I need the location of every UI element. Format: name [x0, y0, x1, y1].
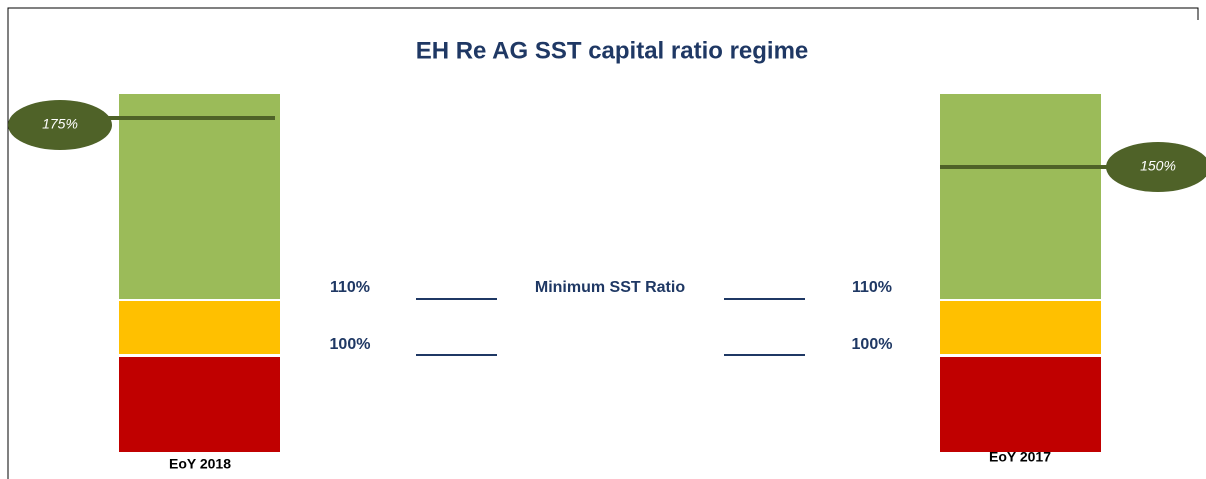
title: EH Re AG SST capital ratio regime	[416, 37, 809, 64]
red-zone	[940, 357, 1101, 452]
yellow-zone	[940, 301, 1101, 354]
threshold-label: 110%	[852, 279, 892, 296]
threshold-label: 100%	[330, 336, 371, 353]
bar-right: 150% EoY 2017	[940, 94, 1206, 465]
green-zone	[940, 94, 1101, 299]
yellow-zone	[119, 301, 280, 354]
red-zone	[119, 357, 280, 452]
green-zone	[119, 94, 280, 299]
thresholds: 110% Minimum SST Ratio 110% 100% 100%	[330, 279, 893, 356]
threshold-label: 100%	[852, 336, 893, 353]
marker-label: 175%	[42, 116, 78, 132]
marker-badge	[8, 100, 112, 150]
threshold-caption: Minimum SST Ratio	[535, 279, 685, 296]
marker-label: 150%	[1140, 158, 1176, 174]
frame	[7, 7, 1199, 479]
threshold-label: 110%	[330, 279, 370, 296]
bar-label: EoY 2018	[169, 456, 231, 472]
bar-label: EoY 2017	[989, 449, 1051, 465]
bar-left: 175% EoY 2018	[8, 94, 280, 472]
marker-badge	[1106, 142, 1206, 192]
